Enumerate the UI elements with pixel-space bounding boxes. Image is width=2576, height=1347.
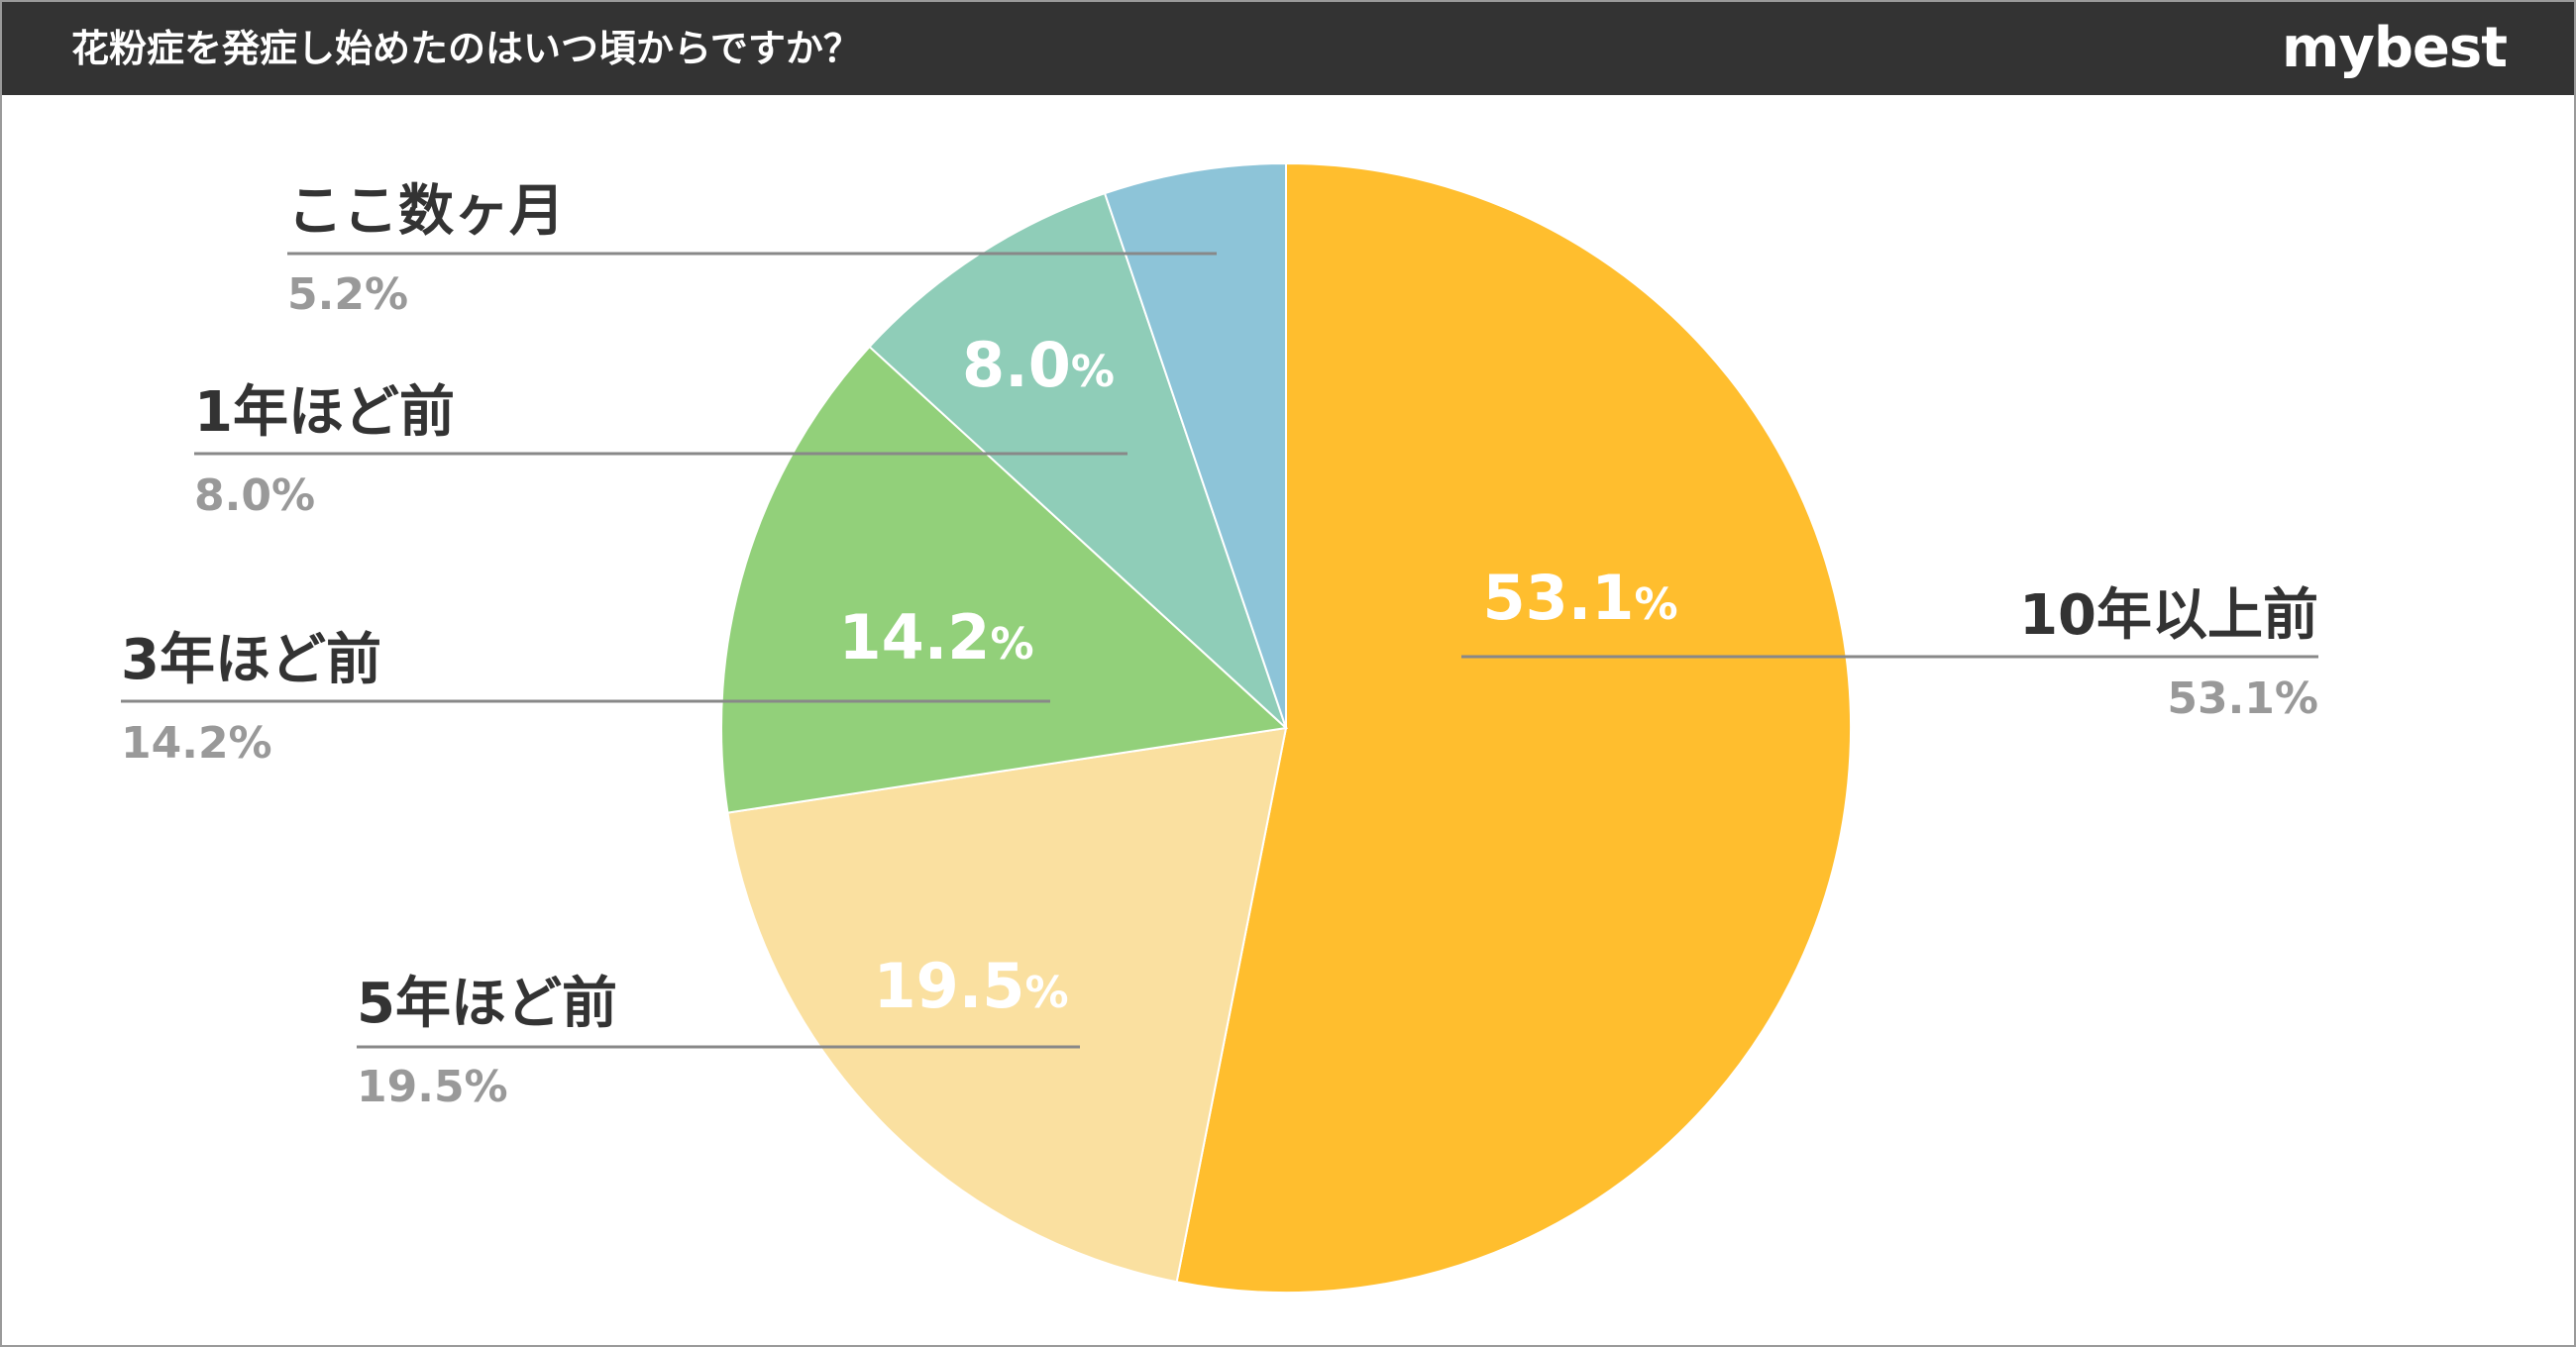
pie-slice-4 <box>868 191 1287 729</box>
slice-label-3: 3年ほど前 <box>121 628 381 692</box>
slice-label-2: 5年ほど前 <box>357 972 617 1036</box>
header-bar: 花粉症を発症し始めたのはいつ頃からですか？ mybest <box>2 2 2574 95</box>
slice-data-label-2: 19.5% <box>873 950 1068 1022</box>
brand-logo: mybest <box>2281 16 2508 80</box>
slice-percent-5: 5.2% <box>287 269 408 320</box>
slice-label-5: ここ数ヶ月 <box>287 179 565 244</box>
slice-data-label-1: 53.1% <box>1482 562 1677 634</box>
pie-slice-5 <box>1103 161 1287 729</box>
slice-label-1: 10年以上前 <box>2019 583 2318 648</box>
slice-percent-4: 8.0% <box>194 470 315 521</box>
slice-percent-2: 19.5% <box>357 1062 508 1112</box>
slice-label-4: 1年ほど前 <box>194 380 455 445</box>
pie-slice-2 <box>726 726 1288 1284</box>
chart-title: 花粉症を発症し始めたのはいつ頃からですか？ <box>71 27 861 70</box>
pie-slice-1 <box>1175 161 1852 1294</box>
slice-percent-1: 53.1% <box>2167 674 2318 724</box>
pie-slice-3 <box>720 345 1289 814</box>
slice-percent-3: 14.2% <box>121 718 272 769</box>
